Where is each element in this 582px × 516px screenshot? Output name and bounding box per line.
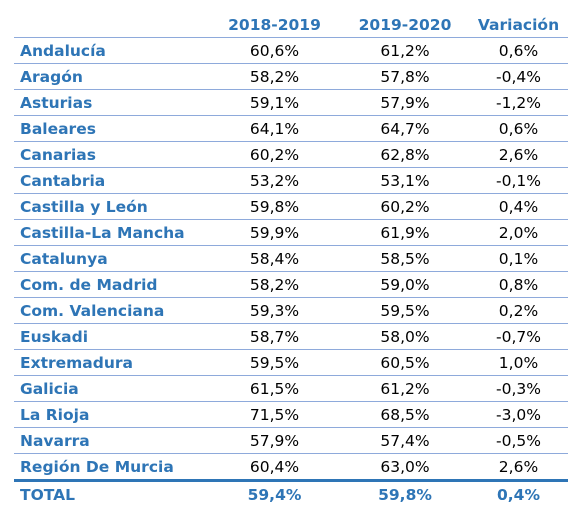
region-cell: Com. de Madrid (14, 271, 208, 298)
region-cell: Región De Murcia (14, 453, 208, 481)
value-2018-2019-cell: 60,4% (208, 453, 341, 481)
value-2018-2019-cell: 59,5% (208, 349, 341, 376)
value-2018-2019-cell: 58,2% (208, 63, 341, 90)
region-cell: Euskadi (14, 323, 208, 350)
variacion-cell: 0,4% (469, 193, 568, 220)
table-row: Com. de Madrid 58,2% 59,0% 0,8% (14, 271, 568, 298)
variacion-cell: -0,7% (469, 323, 568, 350)
variacion-cell: -0,4% (469, 63, 568, 90)
table-row: Castilla-La Mancha 59,9% 61,9% 2,0% (14, 219, 568, 246)
table-row: Euskadi 58,7% 58,0% -0,7% (14, 323, 568, 350)
header-2019-2020: 2019-2020 (358, 15, 452, 34)
variacion-cell: 2,6% (469, 453, 568, 481)
region-cell: Castilla y León (14, 193, 208, 220)
value-2018-2019-cell: 64,1% (208, 115, 341, 142)
value-2019-2020-cell: 64,7% (341, 115, 469, 142)
header-2018-2019: 2018-2019 (228, 15, 321, 34)
variacion-cell: -3,0% (469, 401, 568, 428)
total-2019-2020: 59,8% (341, 479, 469, 507)
value-2018-2019-cell: 53,2% (208, 167, 341, 194)
table-row: Castilla y León 59,8% 60,2% 0,4% (14, 193, 568, 220)
table-row: Región De Murcia 60,4% 63,0% 2,6% (14, 453, 568, 481)
value-2018-2019-cell: 58,2% (208, 271, 341, 298)
table-row: Catalunya 58,4% 58,5% 0,1% (14, 245, 568, 272)
variacion-cell: 0,2% (469, 297, 568, 324)
value-2019-2020-cell: 57,4% (341, 427, 469, 454)
region-cell: Galicia (14, 375, 208, 402)
value-2019-2020-cell: 61,2% (341, 375, 469, 402)
value-2018-2019-cell: 58,4% (208, 245, 341, 272)
data-table: 2018-2019 2019-2020 Variación Andalucía 6… (14, 12, 568, 507)
region-cell: Catalunya (14, 245, 208, 272)
value-2018-2019-cell: 58,7% (208, 323, 341, 350)
value-2019-2020-cell: 59,0% (341, 271, 469, 298)
header-variacion: Variación (477, 15, 560, 34)
table-row: Cantabria 53,2% 53,1% -0,1% (14, 167, 568, 194)
variacion-cell: -0,3% (469, 375, 568, 402)
region-cell: Navarra (14, 427, 208, 454)
value-2018-2019-cell: 61,5% (208, 375, 341, 402)
table-row: Galicia 61,5% 61,2% -0,3% (14, 375, 568, 402)
total-row: TOTAL 59,4% 59,8% 0,4% (14, 479, 568, 507)
region-cell: Extremadura (14, 349, 208, 376)
variacion-cell: -0,5% (469, 427, 568, 454)
value-2019-2020-cell: 58,5% (341, 245, 469, 272)
header-row: 2018-2019 2019-2020 Variación (14, 12, 568, 38)
variacion-cell: 0,8% (469, 271, 568, 298)
value-2019-2020-cell: 61,2% (341, 37, 469, 64)
table-row: La Rioja 71,5% 68,5% -3,0% (14, 401, 568, 428)
table-row: Canarias 60,2% 62,8% 2,6% (14, 141, 568, 168)
value-2018-2019-cell: 59,9% (208, 219, 341, 246)
region-cell: Aragón (14, 63, 208, 90)
total-variacion: 0,4% (469, 479, 568, 507)
region-cell: La Rioja (14, 401, 208, 428)
value-2019-2020-cell: 60,5% (341, 349, 469, 376)
region-cell: Andalucía (14, 37, 208, 64)
total-2018-2019: 59,4% (208, 479, 341, 507)
value-2019-2020-cell: 57,8% (341, 63, 469, 90)
header-region (14, 12, 208, 38)
region-cell: Canarias (14, 141, 208, 168)
value-2018-2019-cell: 71,5% (208, 401, 341, 428)
value-2019-2020-cell: 60,2% (341, 193, 469, 220)
value-2018-2019-cell: 57,9% (208, 427, 341, 454)
variacion-cell: -1,2% (469, 89, 568, 116)
value-2018-2019-cell: 59,3% (208, 297, 341, 324)
value-2018-2019-cell: 59,1% (208, 89, 341, 116)
value-2019-2020-cell: 53,1% (341, 167, 469, 194)
region-cell: Com. Valenciana (14, 297, 208, 324)
region-cell: Cantabria (14, 167, 208, 194)
variacion-cell: -0,1% (469, 167, 568, 194)
table-row: Baleares 64,1% 64,7% 0,6% (14, 115, 568, 142)
variacion-cell: 2,0% (469, 219, 568, 246)
value-2019-2020-cell: 68,5% (341, 401, 469, 428)
table-row: Andalucía 60,6% 61,2% 0,6% (14, 37, 568, 64)
variacion-cell: 0,1% (469, 245, 568, 272)
value-2019-2020-cell: 63,0% (341, 453, 469, 481)
region-cell: Asturias (14, 89, 208, 116)
value-2019-2020-cell: 58,0% (341, 323, 469, 350)
table-row: Navarra 57,9% 57,4% -0,5% (14, 427, 568, 454)
variacion-cell: 2,6% (469, 141, 568, 168)
variacion-cell: 0,6% (469, 37, 568, 64)
total-label: TOTAL (14, 479, 208, 507)
value-2019-2020-cell: 62,8% (341, 141, 469, 168)
region-cell: Baleares (14, 115, 208, 142)
table-row: Aragón 58,2% 57,8% -0,4% (14, 63, 568, 90)
variacion-cell: 0,6% (469, 115, 568, 142)
value-2018-2019-cell: 59,8% (208, 193, 341, 220)
table-row: Extremadura 59,5% 60,5% 1,0% (14, 349, 568, 376)
value-2019-2020-cell: 61,9% (341, 219, 469, 246)
value-2018-2019-cell: 60,6% (208, 37, 341, 64)
table-row: Asturias 59,1% 57,9% -1,2% (14, 89, 568, 116)
value-2018-2019-cell: 60,2% (208, 141, 341, 168)
value-2019-2020-cell: 59,5% (341, 297, 469, 324)
table-row: Com. Valenciana 59,3% 59,5% 0,2% (14, 297, 568, 324)
region-cell: Castilla-La Mancha (14, 219, 208, 246)
value-2019-2020-cell: 57,9% (341, 89, 469, 116)
variacion-cell: 1,0% (469, 349, 568, 376)
